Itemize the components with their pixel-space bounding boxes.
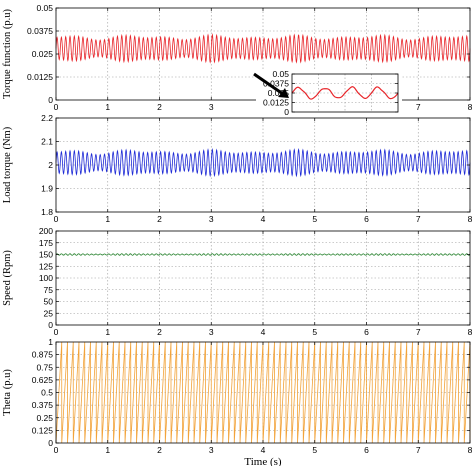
x-tick-label: 5 — [312, 327, 317, 337]
y-tick-label: 2 — [48, 160, 53, 170]
x-tick-label: 0 — [54, 102, 59, 112]
y-tick-label: 100 — [39, 273, 53, 283]
series-line — [291, 86, 399, 100]
x-tick-label: 7 — [416, 327, 421, 337]
y-tick-label: 200 — [39, 226, 53, 236]
y-tick-label: 0 — [48, 320, 53, 330]
x-tick-label: 2 — [157, 445, 162, 455]
x-tick-label: 7 — [416, 102, 421, 112]
y-tick-label: 0 — [284, 107, 289, 117]
x-tick-label: 4 — [261, 327, 266, 337]
y-tick-label: 75 — [44, 285, 54, 295]
subplot-2: 1.8 1.9 2 2.1 2.2 0 1 2 3 4 5 6 7 8 Load torque (Nm) — [2, 113, 473, 224]
x-tick-label: 2 — [157, 327, 162, 337]
x-tick-label: 2 — [157, 102, 162, 112]
y-tick-label: 0.025 — [268, 88, 290, 98]
x-tick-label: 7 — [416, 445, 421, 455]
x-axis-label: Time (s) — [244, 456, 282, 466]
y-tick-label: 0.0125 — [263, 98, 289, 108]
y-tick-label: 0.25 — [36, 413, 53, 423]
x-tick-label: 8 — [468, 327, 473, 337]
x-tick-label: 8 — [468, 445, 473, 455]
series-line — [55, 253, 471, 256]
x-tick-label: 0 — [54, 445, 59, 455]
y-tick-label: 1.8 — [41, 207, 53, 217]
x-tick-label: 7 — [416, 214, 421, 224]
y-tick-label: 125 — [39, 261, 53, 271]
x-tick-label: 6 — [364, 445, 369, 455]
x-tick-label: 8 — [468, 102, 473, 112]
series-line — [55, 33, 471, 64]
y-tick-label: 2.1 — [41, 137, 53, 147]
y-tick-label: 0.025 — [32, 49, 54, 59]
x-tick-label: 3 — [209, 102, 214, 112]
x-tick-label: 1 — [105, 214, 110, 224]
x-tick-label: 4 — [261, 445, 266, 455]
y-tick-label: 0.875 — [32, 350, 54, 360]
y-tick-label: 0.75 — [36, 362, 53, 372]
y-axis-label: Torque function (p.u) — [2, 9, 13, 99]
y-tick-label: 175 — [39, 238, 53, 248]
y-tick-label: 0.0375 — [27, 26, 53, 36]
x-tick-label: 0 — [54, 214, 59, 224]
arrow-head — [278, 88, 289, 98]
y-tick-label: 150 — [39, 250, 53, 260]
y-axis-label: Speed (Rpm) — [2, 250, 13, 306]
y-tick-label: 0.375 — [32, 400, 54, 410]
y-tick-label: 0.05 — [272, 69, 289, 79]
x-tick-label: 2 — [157, 214, 162, 224]
y-tick-label: 0.05 — [36, 3, 53, 13]
x-tick-label: 3 — [209, 445, 214, 455]
x-tick-label: 1 — [105, 327, 110, 337]
x-tick-label: 4 — [261, 214, 266, 224]
x-tick-label: 1 — [105, 445, 110, 455]
y-tick-label: 25 — [44, 308, 54, 318]
arrow-shaft — [253, 72, 284, 96]
x-tick-label: 5 — [312, 214, 317, 224]
y-tick-label: 1.9 — [41, 184, 53, 194]
series-line — [55, 147, 471, 178]
y-tick-label: 0 — [48, 95, 53, 105]
y-tick-label: 0 — [48, 438, 53, 448]
x-tick-label: 1 — [105, 102, 110, 112]
y-tick-label: 2.2 — [41, 113, 53, 123]
x-tick-label: 5 — [312, 445, 317, 455]
x-tick-label: 3 — [209, 214, 214, 224]
y-axis-label: Load torque (Nm) — [2, 126, 13, 203]
y-tick-label: 1 — [48, 337, 53, 347]
y-tick-label: 0.625 — [32, 375, 54, 385]
y-tick-label: 50 — [44, 297, 54, 307]
y-axis-label: Theta (p.u) — [2, 369, 13, 416]
y-tick-label: 0.0125 — [27, 72, 53, 82]
y-tick-label: 0.0375 — [263, 79, 289, 89]
x-tick-label: 6 — [364, 214, 369, 224]
x-tick-label: 8 — [468, 214, 473, 224]
x-tick-label: 3 — [209, 327, 214, 337]
x-tick-label: 0 — [54, 327, 59, 337]
x-tick-label: 6 — [364, 327, 369, 337]
zoom-arrow — [253, 72, 289, 98]
y-tick-label: 0.125 — [32, 425, 54, 435]
y-tick-label: 0.5 — [41, 388, 53, 398]
